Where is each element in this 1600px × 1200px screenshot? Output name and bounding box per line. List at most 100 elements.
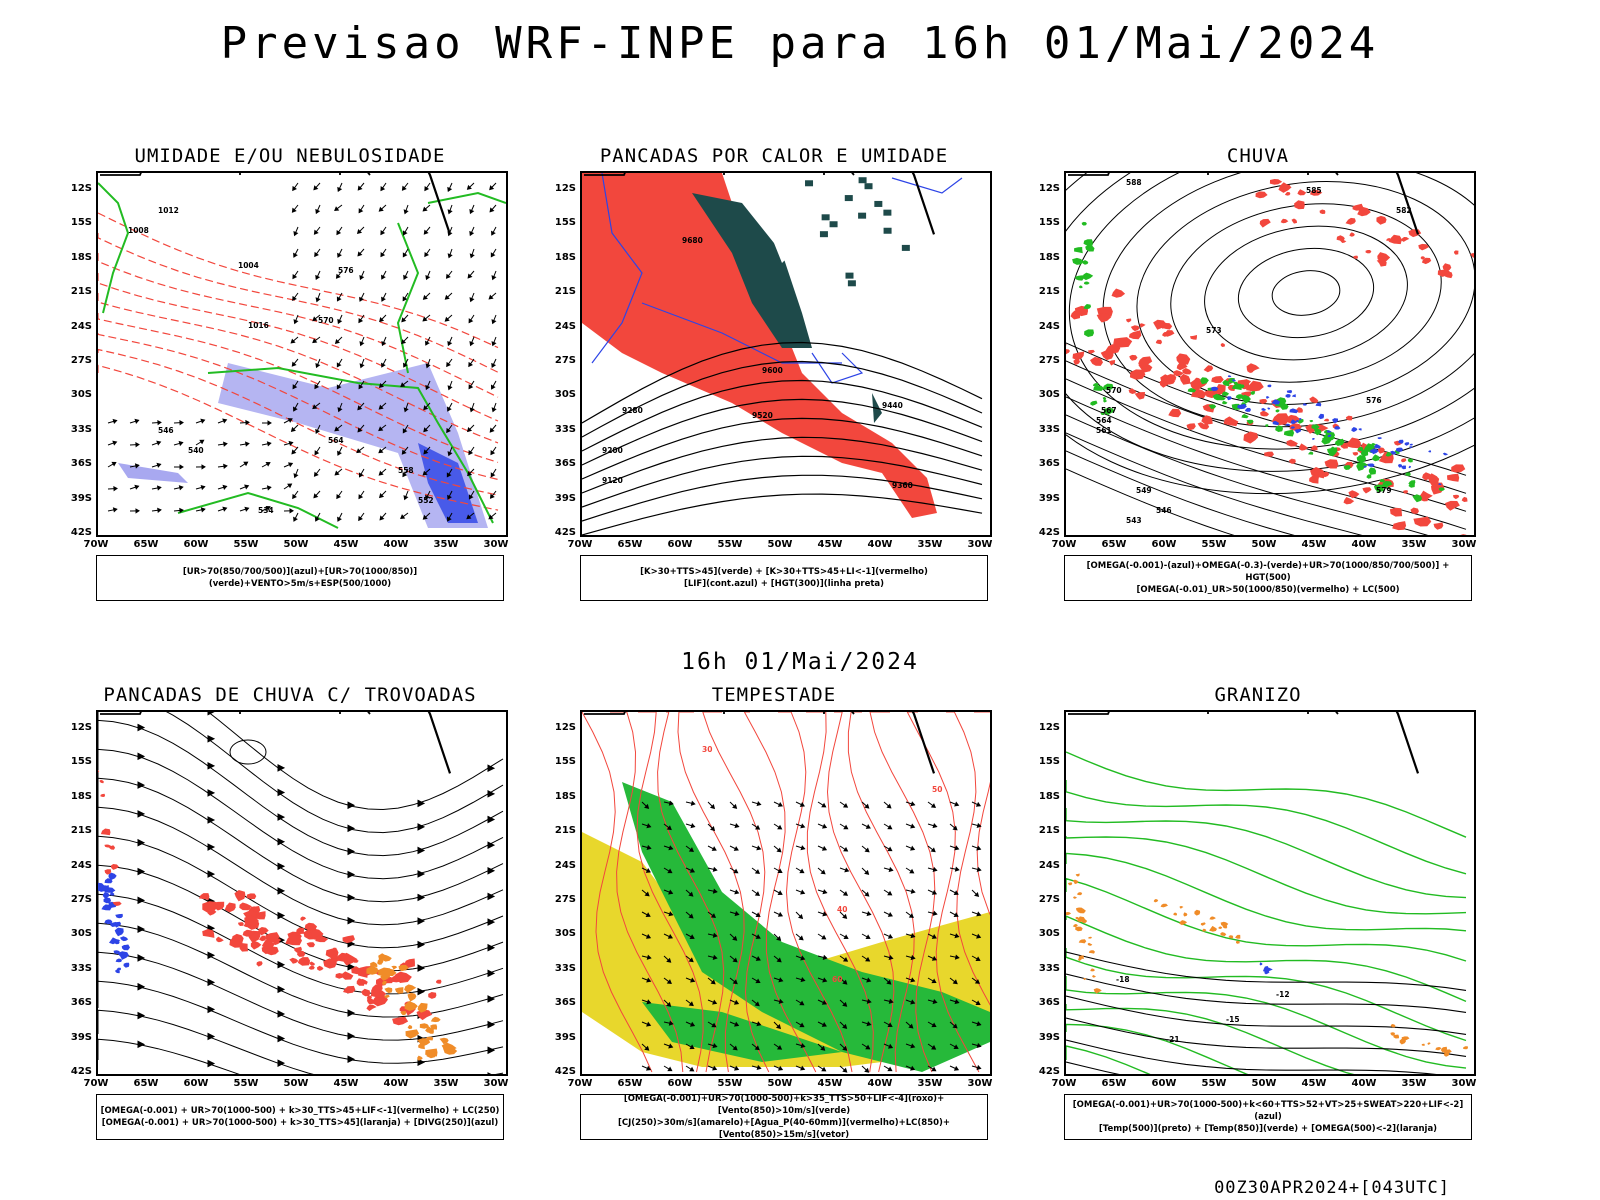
lat-tick-label: 33S (1038, 423, 1060, 435)
lat-tick-label: 21S (554, 286, 576, 298)
lat-tick-label: 18S (554, 251, 576, 263)
panel-title: UMIDADE E/OU NEBULOSIDADE (134, 145, 446, 167)
lat-tick-label: 18S (70, 251, 92, 263)
lat-tick-label: 30S (70, 928, 92, 940)
lat-tick-label: 27S (554, 355, 576, 366)
lat-tick-label: 15S (1038, 756, 1060, 768)
lat-tick-label: 33S (70, 962, 92, 974)
lon-tick-label: 60W (183, 539, 209, 550)
lat-tick-label: 12S (1038, 183, 1060, 194)
lon-tick-label: 35W (917, 539, 943, 550)
contour-label: 1016 (248, 321, 269, 330)
legend-line: [UR>70(850/700/500)](azul)+[UR>70(1000/8… (182, 567, 418, 589)
contour-label: 564 (1096, 416, 1112, 425)
lon-tick-label: 40W (1351, 539, 1377, 550)
lon-tick-label: 35W (1401, 1078, 1427, 1089)
lat-tick-label: 21S (1038, 286, 1060, 298)
lat-tick-label: 18S (1038, 790, 1060, 802)
lat-tick-label: 18S (70, 790, 92, 802)
legend-line: [OMEGA(-0.01)_UR>50(1000/850)(vermelho) … (1136, 585, 1400, 595)
map-canvas: 9680 9600 9520 9440 9360 9280 9200 9120 (582, 173, 983, 535)
legend-umidade: [UR>70(850/700/500)](azul)+[UR>70(1000/8… (96, 555, 504, 601)
lon-tick-label: 70W (1051, 539, 1077, 550)
legend-chuva: [OMEGA(-0.001)-(azul)+OMEGA(-0.3)-(verde… (1064, 555, 1472, 601)
lat-tick-label: 21S (1038, 825, 1060, 837)
contour-label: 570 (1106, 386, 1122, 395)
lat-tick-label: 39S (554, 492, 576, 504)
map-chuva: 588 585 582 579 576 573 570 567 564 561 549 546 543 (1064, 171, 1476, 537)
lon-tick-label: 70W (83, 1078, 109, 1089)
contour-label: 558 (398, 466, 414, 475)
contour-label: 561 (1096, 426, 1112, 435)
lon-tick-label: 60W (667, 1078, 693, 1089)
panel-trovoadas: PANCADAS DE CHUVA C/ TROVOADAS [OMEGA(-0… (50, 684, 530, 1164)
legend-line: [Temp(500)](preto) + [Temp(850)](verde) … (1098, 1124, 1438, 1134)
legend-trovoadas: [OMEGA(-0.001) + UR>70(1000-500) + k>30_… (96, 1094, 504, 1140)
lon-tick-label: 65W (133, 1078, 159, 1089)
lon-tick-label: 45W (333, 1078, 359, 1089)
contour-label: 549 (1136, 486, 1152, 495)
lat-tick-label: 15S (70, 756, 92, 768)
legend-line: [CJ(250)>30m/s](amarelo)+[Agua_P(40-60mm… (617, 1118, 951, 1140)
lon-tick-label: 65W (617, 539, 643, 550)
lon-tick-label: 35W (433, 539, 459, 550)
legend-line: [OMEGA(-0.001)-(azul)+OMEGA(-0.3)-(verde… (1086, 561, 1450, 583)
lon-tick-label: 50W (283, 539, 309, 550)
panel-tempestade: TEMPESTADE 40 50 60 30 [OMEGA(-0.001)+UR>70… (534, 684, 1014, 1164)
lat-tick-label: 33S (554, 962, 576, 974)
lat-tick-label: 12S (70, 183, 92, 194)
lat-tick-label: 42S (554, 527, 576, 538)
lat-tick-label: 18S (554, 790, 576, 802)
contour-label: -18 (1116, 975, 1130, 984)
lat-tick-label: 21S (70, 286, 92, 298)
contour-label: 9600 (762, 366, 783, 375)
lon-tick-label: 40W (867, 1078, 893, 1089)
lon-tick-label: 70W (1051, 1078, 1077, 1089)
contour-label: 534 (258, 506, 274, 515)
lat-tick-label: 27S (70, 355, 92, 366)
panel-pancadas-calor: PANCADAS POR CALOR E UMIDADE 9680 9600 952… (534, 145, 1014, 625)
map-trovoadas (96, 710, 508, 1076)
lat-tick-label: 42S (70, 1066, 92, 1077)
lat-tick-label: 15S (554, 217, 576, 229)
lon-tick-label: 45W (1301, 539, 1327, 550)
contour-label: -12 (1276, 990, 1290, 999)
lat-tick-label: 36S (1038, 458, 1060, 470)
lon-tick-label: 50W (1251, 1078, 1277, 1089)
lon-tick-label: 60W (1151, 1078, 1177, 1089)
lat-tick-label: 33S (70, 423, 92, 435)
contour-label: 9440 (882, 401, 903, 410)
panel-umidade: UMIDADE E/OU NEBULOSIDADE 1012 1008 1004 10… (50, 145, 530, 625)
map-canvas: 40 50 60 30 (582, 712, 990, 1073)
lon-tick-label: 50W (767, 539, 793, 550)
run-timestamp: 00Z30APR2024+[043UTC] (1214, 1178, 1450, 1198)
contour-label: -15 (1226, 1015, 1240, 1024)
map-canvas (98, 712, 504, 1074)
lat-tick-label: 36S (1038, 997, 1060, 1009)
main-title: Previsao WRF-INPE para 16h 01/Mai/2024 (220, 18, 1380, 69)
lon-tick-label: 30W (1451, 539, 1477, 550)
lat-tick-label: 27S (554, 894, 576, 905)
lat-tick-label: 30S (1038, 389, 1060, 401)
lon-tick-label: 30W (1451, 1078, 1477, 1089)
lat-tick-label: 12S (554, 183, 576, 194)
map-canvas: -18 -12 -21 -15 (1066, 712, 1468, 1074)
panel-title: TEMPESTADE (711, 684, 837, 706)
lon-tick-label: 35W (433, 1078, 459, 1089)
lon-tick-label: 30W (967, 539, 993, 550)
contour-label: 1008 (128, 226, 149, 235)
lon-tick-label: 55W (1201, 539, 1227, 550)
contour-label: 9280 (622, 406, 643, 415)
lat-tick-label: 27S (1038, 894, 1060, 905)
contour-label: 40 (837, 905, 847, 914)
lat-tick-label: 36S (70, 997, 92, 1009)
mid-title: 16h 01/Mai/2024 (681, 649, 919, 675)
lon-tick-label: 65W (617, 1078, 643, 1089)
lon-tick-label: 50W (767, 1078, 793, 1089)
lat-tick-label: 42S (70, 527, 92, 538)
legend-tempestade: [OMEGA(-0.001)+UR>70(1000-500)+k>35_TTS>… (580, 1094, 988, 1140)
lon-tick-label: 55W (717, 1078, 743, 1089)
lon-tick-label: 40W (383, 1078, 409, 1089)
lat-tick-label: 39S (554, 1031, 576, 1043)
contour-label: 579 (1376, 486, 1392, 495)
